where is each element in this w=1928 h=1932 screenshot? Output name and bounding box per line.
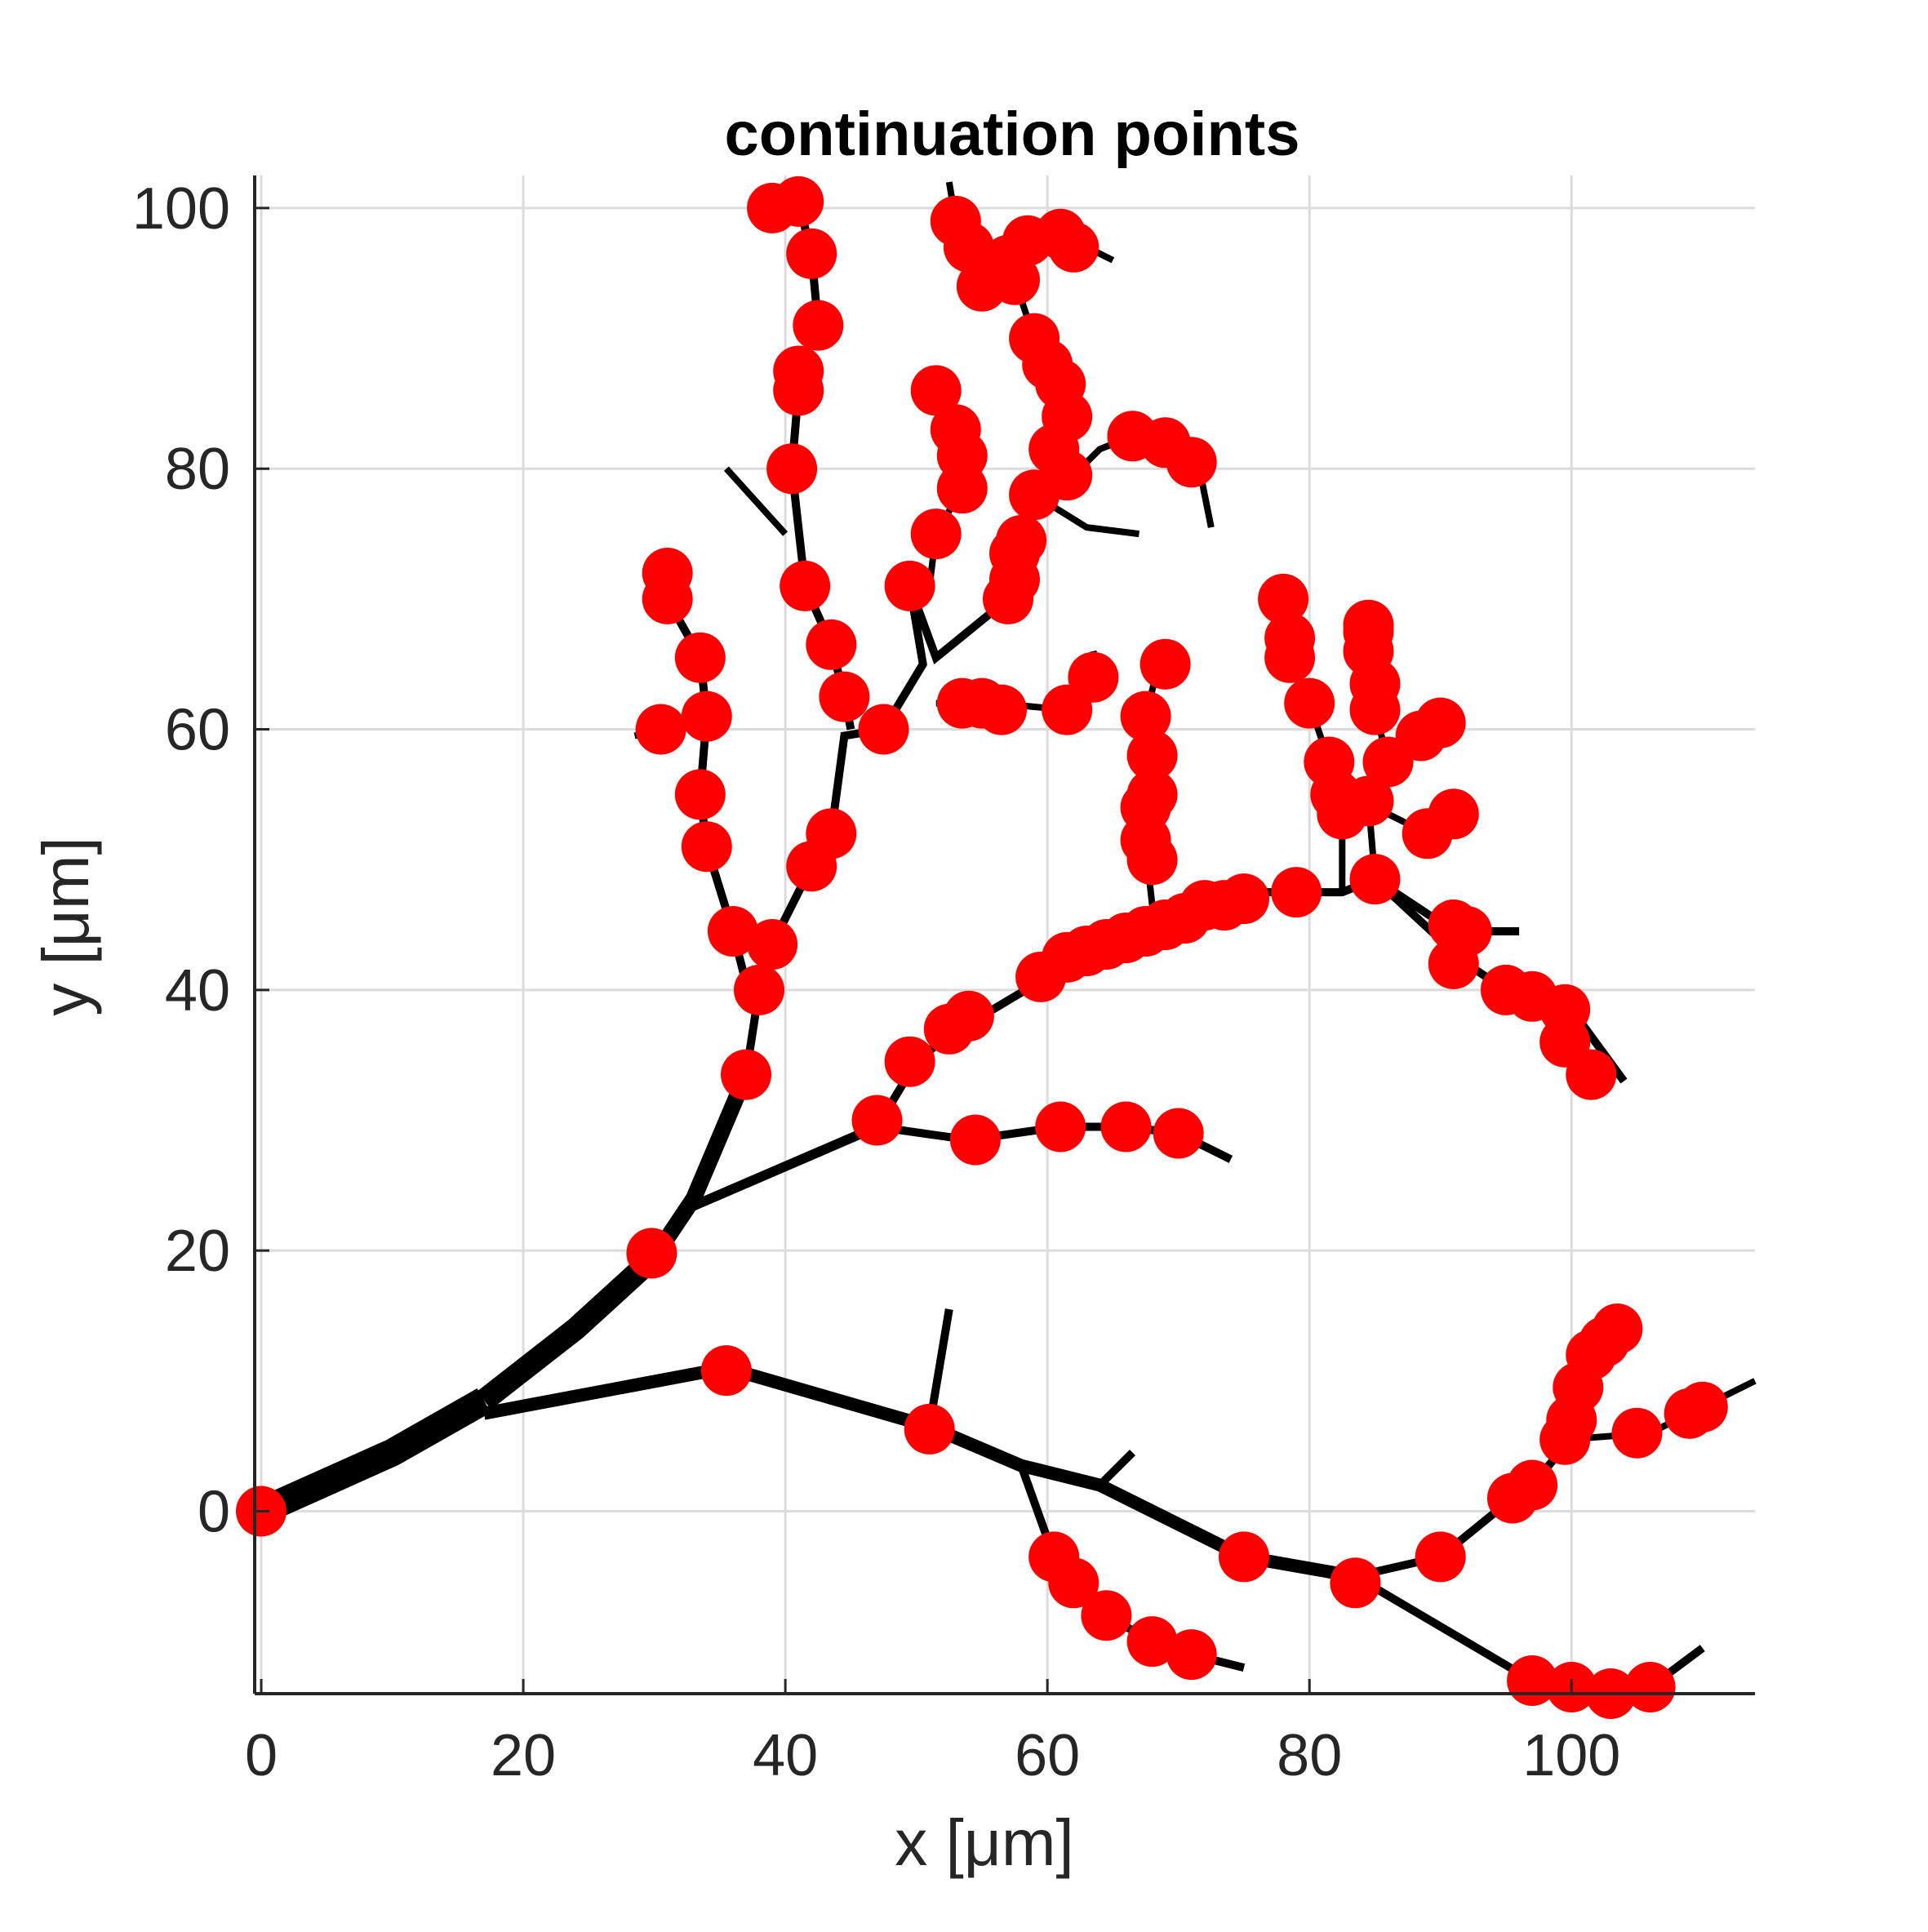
continuation-points: [236, 175, 1728, 1719]
continuation-point: [1166, 1629, 1217, 1681]
continuation-point: [1166, 437, 1217, 488]
continuation-point: [1264, 612, 1316, 664]
continuation-point: [996, 515, 1047, 566]
continuation-point: [642, 548, 693, 598]
tree-segment: [1096, 1450, 1136, 1489]
continuation-point: [747, 182, 798, 233]
continuation-point: [1349, 854, 1401, 905]
grid-lines: [255, 175, 1755, 1694]
continuation-point: [1126, 1616, 1178, 1668]
continuation-point: [976, 684, 1027, 735]
continuation-point: [681, 821, 732, 873]
continuation-point: [1271, 867, 1322, 918]
continuation-point: [1428, 938, 1479, 989]
continuation-point: [1343, 775, 1394, 827]
continuation-point: [806, 808, 857, 859]
continuation-point: [1100, 1101, 1152, 1153]
y-tick-label: 80: [165, 437, 230, 502]
tree-segment: [477, 1248, 663, 1410]
continuation-point: [734, 964, 784, 1015]
continuation-point: [1415, 1531, 1466, 1583]
y-axis-label: y [μm]: [29, 837, 102, 1015]
y-tick-label: 20: [165, 1219, 230, 1284]
chart-title: continuation points: [724, 100, 1299, 169]
continuation-point: [1507, 1459, 1558, 1511]
continuation-point: [1624, 1662, 1676, 1712]
continuation-point: [1048, 221, 1099, 273]
continuation-point: [806, 619, 857, 670]
continuation-point: [1611, 1407, 1663, 1459]
continuation-point: [674, 769, 726, 820]
y-tick-label: 100: [132, 176, 230, 242]
continuation-point: [793, 300, 844, 351]
continuation-point: [910, 365, 962, 416]
continuation-point: [930, 195, 981, 246]
continuation-point: [1219, 1531, 1269, 1583]
tree-segment: [723, 466, 789, 536]
continuation-point: [858, 704, 909, 755]
x-tick-label: 40: [753, 1723, 818, 1788]
continuation-point: [1120, 691, 1171, 742]
continuation-point: [1428, 788, 1479, 840]
continuation-point: [1081, 1590, 1132, 1641]
continuation-point: [851, 1095, 903, 1146]
y-tick-label: 0: [198, 1479, 230, 1544]
continuation-point: [884, 1036, 935, 1087]
tree-segment: [742, 725, 885, 1076]
continuation-point: [786, 228, 837, 279]
continuation-point: [1009, 313, 1060, 364]
continuation-point: [1677, 1381, 1728, 1432]
x-axis-label: x [μm]: [895, 1806, 1073, 1879]
continuation-point: [930, 404, 981, 455]
continuation-point: [626, 1228, 677, 1279]
continuation-point: [1139, 638, 1191, 690]
continuation-point: [1048, 1557, 1099, 1609]
continuation-point: [884, 560, 935, 611]
x-tick-label: 0: [245, 1723, 278, 1788]
continuation-point: [1068, 651, 1119, 703]
continuation-point: [1284, 677, 1335, 729]
x-tick-label: 80: [1277, 1723, 1342, 1788]
continuation-point: [949, 1114, 1001, 1166]
continuation-point: [1219, 873, 1269, 925]
y-tick-label: 40: [165, 958, 230, 1024]
continuation-point: [1415, 697, 1466, 748]
x-tick-label: 60: [1015, 1723, 1080, 1788]
continuation-point: [1258, 573, 1309, 624]
continuation-point: [910, 509, 962, 560]
continuation-point: [721, 1049, 771, 1100]
continuation-point: [747, 919, 798, 970]
continuation-point: [1035, 1101, 1086, 1153]
continuation-point: [674, 632, 726, 683]
tree-segment: [255, 1388, 491, 1525]
continuation-point: [1126, 769, 1178, 820]
y-tick-label: 60: [165, 698, 230, 763]
continuation-point: [1566, 1049, 1617, 1100]
continuation-point: [707, 906, 758, 957]
continuation-point: [1126, 730, 1178, 781]
continuation-point: [904, 1403, 955, 1455]
continuation-point: [1330, 1557, 1381, 1609]
x-tick-label: 100: [1522, 1723, 1620, 1788]
tree-segment: [678, 1121, 879, 1216]
axes: 0 20 40 60 80 100 0 20 40 60 80 100: [132, 175, 1755, 1788]
continuation-point: [819, 671, 870, 722]
continuation-point: [773, 345, 824, 397]
x-tick-label: 20: [491, 1723, 556, 1788]
continuation-point: [1343, 599, 1394, 651]
continuation-point: [1153, 1108, 1204, 1159]
continuation-point: [1592, 1304, 1643, 1354]
continuation-point: [780, 560, 831, 611]
tree-segment: [647, 1071, 754, 1262]
continuation-point: [943, 990, 994, 1042]
continuation-point: [766, 443, 818, 495]
continuation-point: [700, 1345, 752, 1397]
continuation-point: [681, 691, 732, 742]
continuation-point: [635, 704, 686, 755]
